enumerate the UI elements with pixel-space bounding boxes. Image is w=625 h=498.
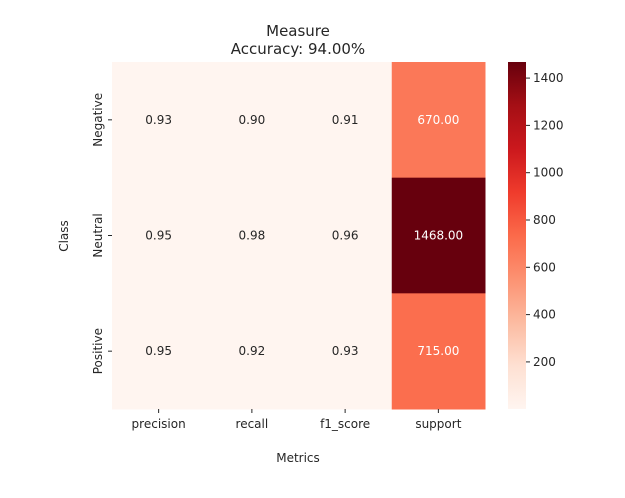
cell-value-label: 0.93 xyxy=(332,344,359,358)
x-axis-ticks: precision recall f1_score support xyxy=(132,409,462,431)
y-tick-label: Negative xyxy=(91,93,105,147)
colorbar-tick-label: 400 xyxy=(533,308,556,322)
chart-title: Measure xyxy=(266,22,330,40)
y-tick-label: Positive xyxy=(91,328,105,374)
colorbar-tick-label: 1200 xyxy=(533,118,564,132)
cell-value-label: 0.91 xyxy=(332,113,359,127)
cell-value-label: 0.96 xyxy=(332,229,359,243)
heatmap-cell xyxy=(391,177,486,294)
cell-value-label: 0.90 xyxy=(239,113,266,127)
y-axis-label: Class xyxy=(57,220,71,252)
heatmap-cell xyxy=(112,62,206,179)
colorbar-gradient xyxy=(508,62,526,409)
heatmap-cell xyxy=(298,177,393,294)
x-tick-label: precision xyxy=(132,417,186,431)
cell-value-label: 1468.00 xyxy=(414,229,464,243)
heatmap-cell xyxy=(205,177,299,294)
x-tick-label: recall xyxy=(236,417,269,431)
x-axis-label: Metrics xyxy=(276,451,320,465)
cell-value-label: 0.92 xyxy=(239,344,266,358)
y-tick-label: Neutral xyxy=(91,213,105,257)
heatmap-cell xyxy=(112,177,206,294)
cell-value-label: 0.95 xyxy=(145,229,172,243)
heatmap-cell xyxy=(205,62,299,179)
chart-subtitle: Accuracy: 94.00% xyxy=(231,40,365,58)
cell-value-label: 715.00 xyxy=(417,344,459,358)
heatmap-cell xyxy=(205,293,299,410)
heatmap-cell xyxy=(391,293,486,410)
heatmap-cell xyxy=(391,62,486,179)
heatmap-cell xyxy=(298,293,393,410)
x-tick-label: f1_score xyxy=(320,417,370,431)
cell-value-label: 0.95 xyxy=(145,344,172,358)
colorbar-tick-label: 1400 xyxy=(533,71,564,85)
colorbar-tick-label: 600 xyxy=(533,260,556,274)
heatmap-cell xyxy=(298,62,393,179)
cell-value-label: 670.00 xyxy=(417,113,459,127)
cell-value-label: 0.98 xyxy=(239,229,266,243)
x-tick-label: support xyxy=(415,417,461,431)
colorbar: 200 400 600 800 1000 1200 1400 xyxy=(508,62,564,409)
colorbar-tick-label: 800 xyxy=(533,213,556,227)
cell-value-label: 0.93 xyxy=(145,113,172,127)
heatmap-cells: 0.93 0.90 0.91 670.00 0.95 0.98 0.96 1468.00 0.9… xyxy=(112,62,486,410)
heatmap-cell xyxy=(112,293,206,410)
colorbar-tick-label: 1000 xyxy=(533,166,564,180)
colorbar-tick-label: 200 xyxy=(533,355,556,369)
y-axis-ticks: Negative Neutral Positive xyxy=(91,93,112,374)
